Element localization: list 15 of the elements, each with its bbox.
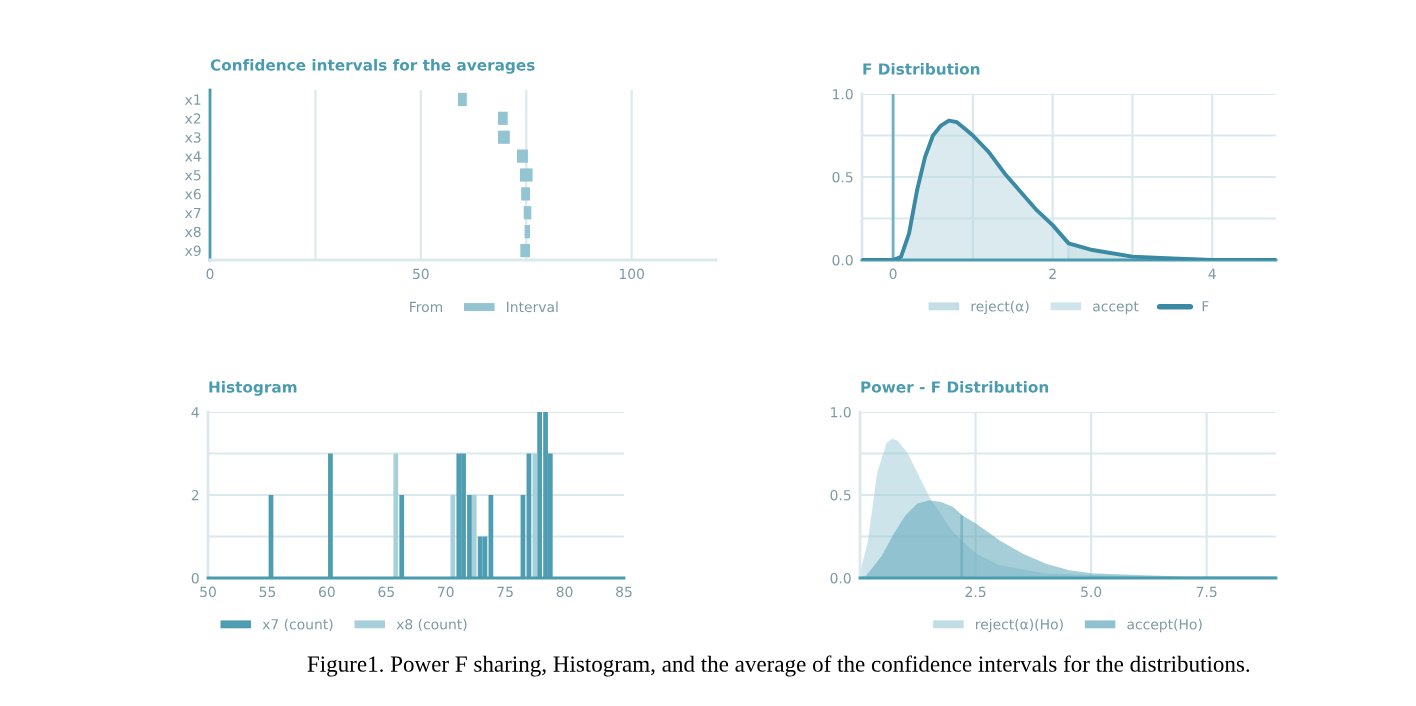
caption: Figure1. Power F sharing, Histogram, and the average of the confidence intervals for the distributions. [307, 655, 1250, 677]
bar [520, 243, 531, 258]
bar [457, 92, 467, 107]
bar [516, 149, 528, 163]
bar [532, 453, 538, 578]
bar [498, 111, 508, 125]
bar [519, 168, 533, 182]
bar [498, 130, 510, 144]
bar [524, 225, 531, 239]
bar [393, 453, 399, 578]
bar [523, 206, 532, 220]
bar [450, 495, 456, 578]
bar [521, 187, 531, 201]
line-series [862, 118, 1276, 260]
bar [471, 495, 477, 578]
